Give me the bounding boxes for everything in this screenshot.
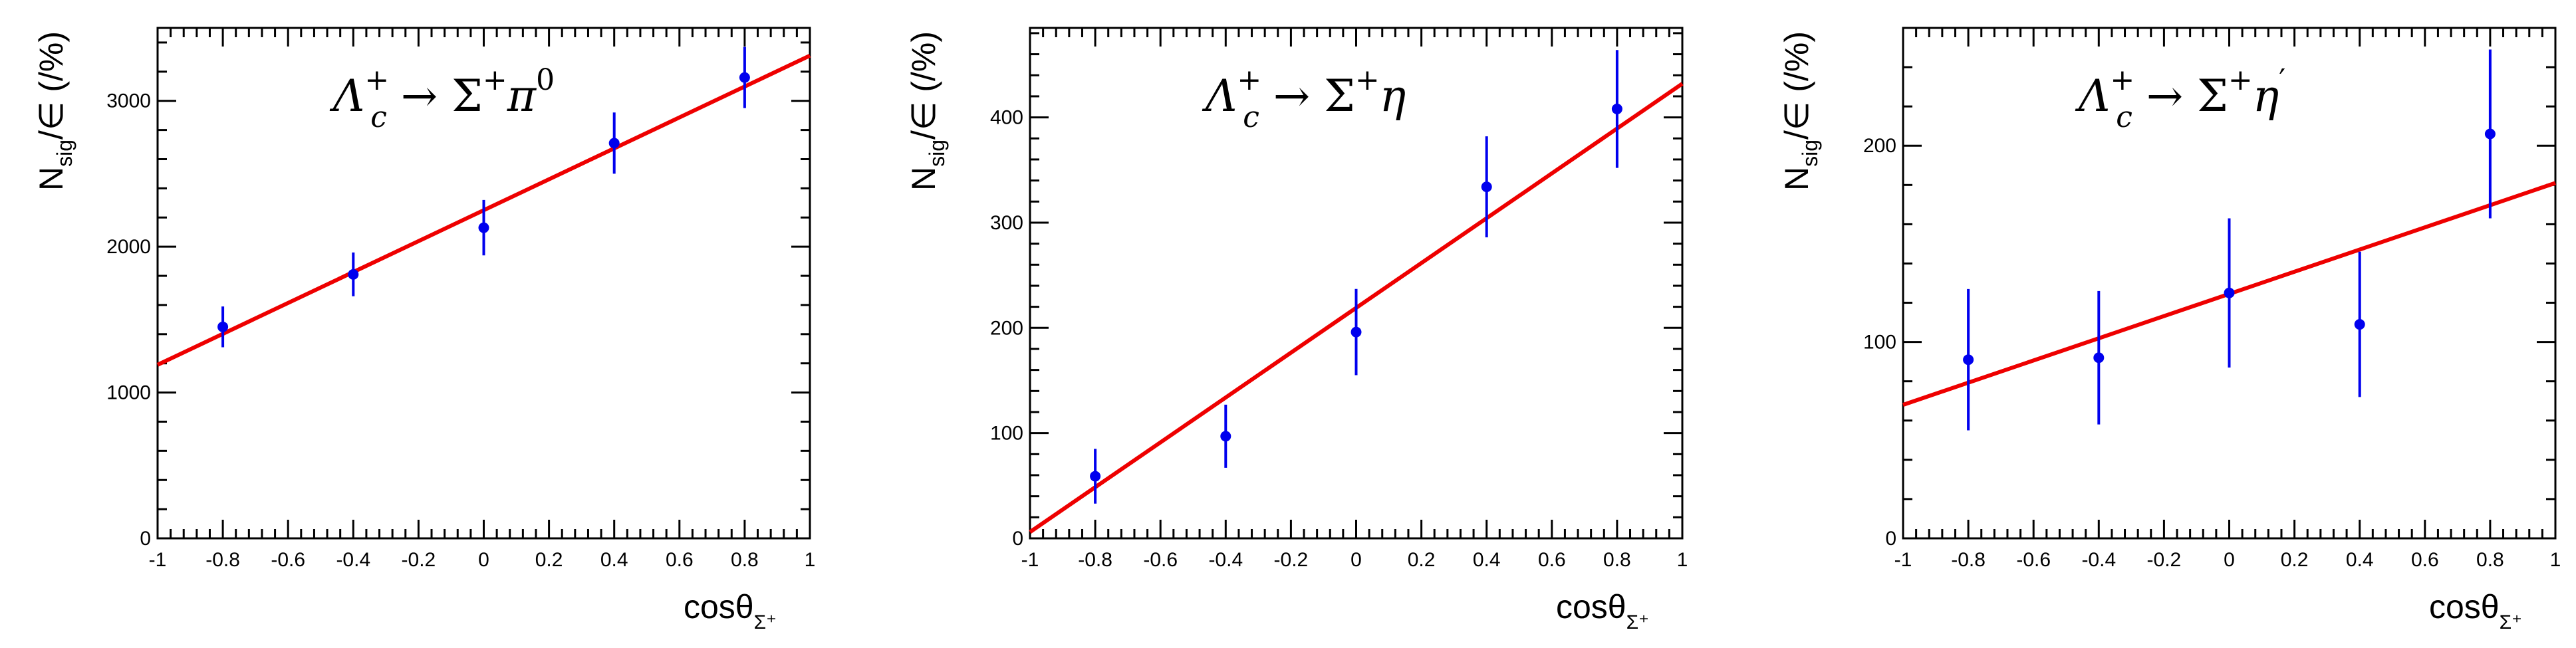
data-point-group	[1090, 449, 1101, 504]
plot-frame	[1029, 27, 1684, 540]
x-axis-title: cosθΣ⁺	[684, 588, 777, 633]
x-tick-label: 0	[2224, 549, 2235, 571]
chart-panel-3: -1 -0.8 -0.6 -0.4 -0.2 0 0.2 0.4 0.6 0.8 1 0 100 200 Λ…	[1778, 27, 2561, 633]
x-tick-label: 0.4	[2346, 549, 2374, 571]
x-tick-label: -0.8	[205, 549, 240, 571]
data-point	[217, 321, 229, 332]
x-tick-label: 0.2	[2281, 549, 2309, 571]
y-tick-label: 200	[990, 317, 1023, 339]
decay-parent: Λ	[2075, 70, 2111, 122]
chart-panel-1: -1 -0.8 -0.6 -0.4 -0.2 0 0.2 0.4 0.6 0.8 1 0 1000 200…	[33, 27, 816, 633]
data-point	[1090, 471, 1101, 482]
x-tick-label: 1	[1677, 549, 1688, 571]
y-axis-title: Nsig/∈ (/%)	[905, 31, 949, 191]
y-tick-label: 400	[990, 107, 1023, 129]
y-tick-label: 0	[1885, 528, 1896, 550]
data-point	[2354, 319, 2365, 330]
data-point-group	[2484, 49, 2496, 219]
x-tick-label: 1	[805, 549, 816, 571]
data-point	[1611, 103, 1622, 114]
data-point-group	[2354, 251, 2365, 397]
x-tick-label: -0.2	[2147, 549, 2182, 571]
y-tick-label: 0	[140, 528, 151, 550]
x-tick-label: -0.8	[1078, 549, 1112, 571]
data-point-group	[2093, 290, 2105, 425]
x-tick-label: -0.4	[336, 549, 370, 571]
decay-parent: Λ	[329, 70, 365, 122]
x-tick-label: 0	[478, 549, 489, 571]
data-point	[1481, 181, 1492, 193]
x-tick-label: 0.2	[535, 549, 563, 571]
data-point-group	[1220, 404, 1231, 468]
x-axis-title: cosθΣ⁺	[2429, 588, 2522, 633]
decay-label: Λ+ c → Σ+η′	[2075, 63, 2286, 134]
x-tick-label: 0.4	[1473, 549, 1501, 571]
data-point-group	[348, 252, 359, 296]
x-tick-label: -1	[1021, 549, 1039, 571]
x-tick-label: 0.8	[1603, 549, 1631, 571]
x-tick-label: 0	[1351, 549, 1362, 571]
y-tick-label: 200	[1863, 135, 1896, 157]
chart-panel-2: -1 -0.8 -0.6 -0.4 -0.2 0 0.2 0.4 0.6 0.8 1 0 100 200 3…	[905, 27, 1688, 633]
x-tick-label: -0.6	[271, 549, 305, 571]
y-tick-label: 300	[990, 212, 1023, 234]
data-point	[2093, 352, 2105, 364]
y-tick-label: 3000	[106, 90, 151, 112]
data-point	[2224, 287, 2235, 298]
x-tick-label: 0.6	[666, 549, 694, 571]
x-tick-label: 0.8	[731, 549, 759, 571]
data-point-group	[739, 47, 750, 108]
x-tick-label: -1	[1894, 549, 1912, 571]
x-tick-label: -0.4	[1208, 549, 1243, 571]
data-point-group	[1481, 136, 1492, 238]
y-tick-label: 2000	[106, 236, 151, 258]
y-axis-title: Nsig/∈ (/%)	[1778, 31, 1822, 191]
data-point	[608, 138, 620, 149]
data-point-group	[1351, 288, 1362, 376]
data-point-group	[478, 199, 489, 256]
x-tick-label: -1	[149, 549, 167, 571]
x-tick-label: 0.6	[1538, 549, 1566, 571]
x-tick-label: -0.4	[2081, 549, 2116, 571]
data-point	[739, 72, 750, 83]
decay-parent: Λ	[1202, 70, 1237, 122]
x-tick-label: 0.6	[2411, 549, 2439, 571]
data-point	[2484, 128, 2496, 140]
data-point	[1351, 326, 1362, 338]
data-point-group	[217, 306, 229, 348]
x-tick-label: -0.2	[1274, 549, 1309, 571]
y-tick-label: 1000	[106, 382, 151, 404]
x-tick-label: -0.6	[2016, 549, 2051, 571]
y-tick-label: 100	[1863, 332, 1896, 354]
x-tick-label: -0.8	[1951, 549, 1986, 571]
y-tick-label: 100	[990, 423, 1023, 445]
data-point-group	[2224, 218, 2235, 368]
data-point-group	[1963, 288, 1974, 431]
decay-label: Λ+ c → Σ+η	[1202, 63, 1406, 134]
data-point-group	[608, 112, 620, 174]
data-point	[478, 222, 489, 233]
y-tick-label: 0	[1012, 528, 1023, 550]
x-tick-label: -0.6	[1143, 549, 1178, 571]
decay-label: Λ+ c → Σ+π0	[329, 63, 555, 134]
x-tick-label: 1	[2550, 549, 2561, 571]
x-tick-label: -0.2	[402, 549, 436, 571]
data-point-group	[1611, 50, 1622, 168]
data-point	[1220, 431, 1231, 442]
x-tick-label: 0.4	[600, 549, 628, 571]
data-point	[1963, 354, 1974, 366]
x-tick-label: 0.2	[1408, 549, 1436, 571]
plot-frame	[156, 27, 811, 540]
x-tick-label: 0.8	[2476, 549, 2504, 571]
data-point	[348, 269, 359, 280]
x-axis-title: cosθΣ⁺	[1556, 588, 1649, 633]
y-axis-title: Nsig/∈ (/%)	[33, 31, 76, 191]
